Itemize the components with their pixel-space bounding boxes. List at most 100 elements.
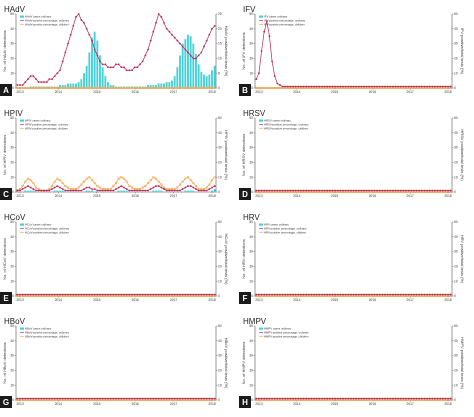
- series-ordinary-line-point: [323, 397, 326, 400]
- bar: [112, 85, 115, 88]
- series-ordinary-line-point: [72, 397, 75, 400]
- series-children-line-point: [56, 86, 59, 89]
- series-ordinary-line-point: [255, 78, 258, 81]
- series-ordinary-line-point: [394, 85, 397, 88]
- series-ordinary-line-point: [187, 185, 189, 187]
- y-axis-label: No. of HMPV detections: [241, 342, 246, 385]
- y2-axis-label: HCoV positive/total tests (%): [224, 234, 229, 286]
- y-axis-label: No. of HRSV detections: [241, 134, 246, 176]
- series-children-line-point: [141, 186, 144, 189]
- series-ordinary-line-point: [370, 85, 373, 88]
- y-tick-label: 50: [10, 116, 14, 120]
- series-ordinary-line-point: [139, 63, 141, 66]
- x-tick-label: 2018: [208, 194, 216, 198]
- panel-title: HAdV: [4, 5, 26, 14]
- series-children-line-point: [61, 182, 64, 185]
- series-ordinary-line-point: [307, 293, 310, 296]
- y2-axis-label: HBoV positive/total tests (%): [224, 338, 229, 389]
- series-children-line-point: [200, 86, 203, 89]
- bar: [179, 55, 181, 88]
- series-ordinary-line-point: [394, 189, 397, 192]
- bar: [59, 190, 61, 192]
- y-axis-label: No. of IFV detections: [241, 32, 246, 69]
- legend-entry: IFV-positive percentage, children: [264, 23, 305, 27]
- series-ordinary-line-point: [205, 39, 208, 42]
- y-tick-label: 30: [249, 146, 253, 150]
- panel-letter: E: [3, 294, 9, 303]
- series-ordinary-line-point: [104, 293, 107, 296]
- series-children-line-point: [138, 86, 141, 89]
- y2-tick-label: 30: [218, 146, 222, 150]
- series-ordinary-line-point: [357, 189, 360, 192]
- series-children-line-point: [19, 86, 22, 89]
- series-ordinary-line-point: [407, 397, 410, 400]
- series-ordinary-line-point: [91, 188, 93, 190]
- series-ordinary-line-point: [131, 293, 133, 296]
- series-ordinary-line-point: [123, 186, 125, 189]
- series-ordinary-line-point: [294, 85, 297, 88]
- series-ordinary-line-point: [410, 189, 413, 192]
- bar: [61, 190, 64, 192]
- bar: [64, 85, 67, 88]
- series-ordinary-line-point: [428, 397, 431, 400]
- series-ordinary-line-point: [381, 397, 384, 400]
- series-children-line-point: [93, 86, 96, 89]
- series-ordinary-line-point: [426, 293, 428, 296]
- series-children-line-point: [32, 182, 35, 185]
- panel-title: HRV: [243, 213, 260, 222]
- series-children-line-point: [35, 86, 38, 89]
- series-ordinary-line-point: [300, 85, 302, 88]
- series-children-line-point: [21, 86, 24, 89]
- series-ordinary-line-point: [213, 397, 216, 400]
- panel-letter: D: [242, 190, 248, 199]
- series-ordinary-line-point: [263, 397, 266, 400]
- series-ordinary-line-point: [171, 293, 173, 296]
- y-tick-label: 20: [10, 369, 14, 373]
- series-ordinary-line-point: [125, 188, 128, 190]
- series-ordinary-line-point: [173, 397, 176, 400]
- series-children-line-point: [96, 86, 99, 89]
- series-ordinary-line-point: [310, 397, 313, 400]
- series-ordinary-line-point: [405, 397, 407, 400]
- x-tick-label: 2017: [407, 402, 415, 406]
- series-children-line-point: [152, 176, 155, 179]
- legend-entry: HMPV-positive percentage, children: [264, 335, 309, 339]
- panel-letter: A: [3, 86, 9, 95]
- series-children-line-point: [77, 86, 80, 89]
- series-children-line-point: [149, 179, 152, 182]
- series-children-line-point: [51, 86, 54, 89]
- series-children-line-point: [64, 185, 67, 188]
- y2-tick-label: 20: [454, 57, 458, 61]
- series-ordinary-line-point: [360, 189, 363, 192]
- y2-tick-label: 40: [454, 235, 458, 239]
- x-tick-label: 2016: [369, 402, 377, 406]
- series-ordinary-line-point: [43, 189, 45, 192]
- series-children-line-point: [48, 86, 51, 89]
- series-ordinary-line-point: [447, 397, 449, 400]
- series-ordinary-line-point: [149, 188, 152, 190]
- series-ordinary-line-point: [91, 39, 93, 42]
- x-tick-label: 2016: [369, 90, 377, 94]
- series-ordinary-line-point: [297, 293, 300, 296]
- series-ordinary-line-point: [69, 33, 72, 36]
- series-children-line-point: [27, 177, 30, 180]
- series-ordinary-line-point: [381, 85, 384, 88]
- bar: [72, 83, 75, 88]
- series-ordinary-line-point: [104, 397, 107, 400]
- series-ordinary-line-point: [99, 293, 101, 296]
- series-ordinary-line-point: [197, 189, 200, 192]
- x-tick-label: 2013: [16, 194, 24, 198]
- series-ordinary-line-point: [355, 85, 358, 88]
- panel-letter-badge: [239, 396, 251, 408]
- y2-tick-label: 0: [218, 86, 220, 90]
- series-ordinary-line-point: [133, 293, 136, 296]
- series-ordinary-line-point: [444, 293, 447, 296]
- series-ordinary-line-point: [284, 85, 287, 88]
- bar: [187, 190, 189, 192]
- series-ordinary-line-point: [208, 293, 211, 296]
- series-ordinary-line-point: [386, 85, 389, 88]
- series-ordinary-line-point: [300, 397, 302, 400]
- series-ordinary-line-point: [265, 20, 268, 23]
- bar: [213, 189, 216, 192]
